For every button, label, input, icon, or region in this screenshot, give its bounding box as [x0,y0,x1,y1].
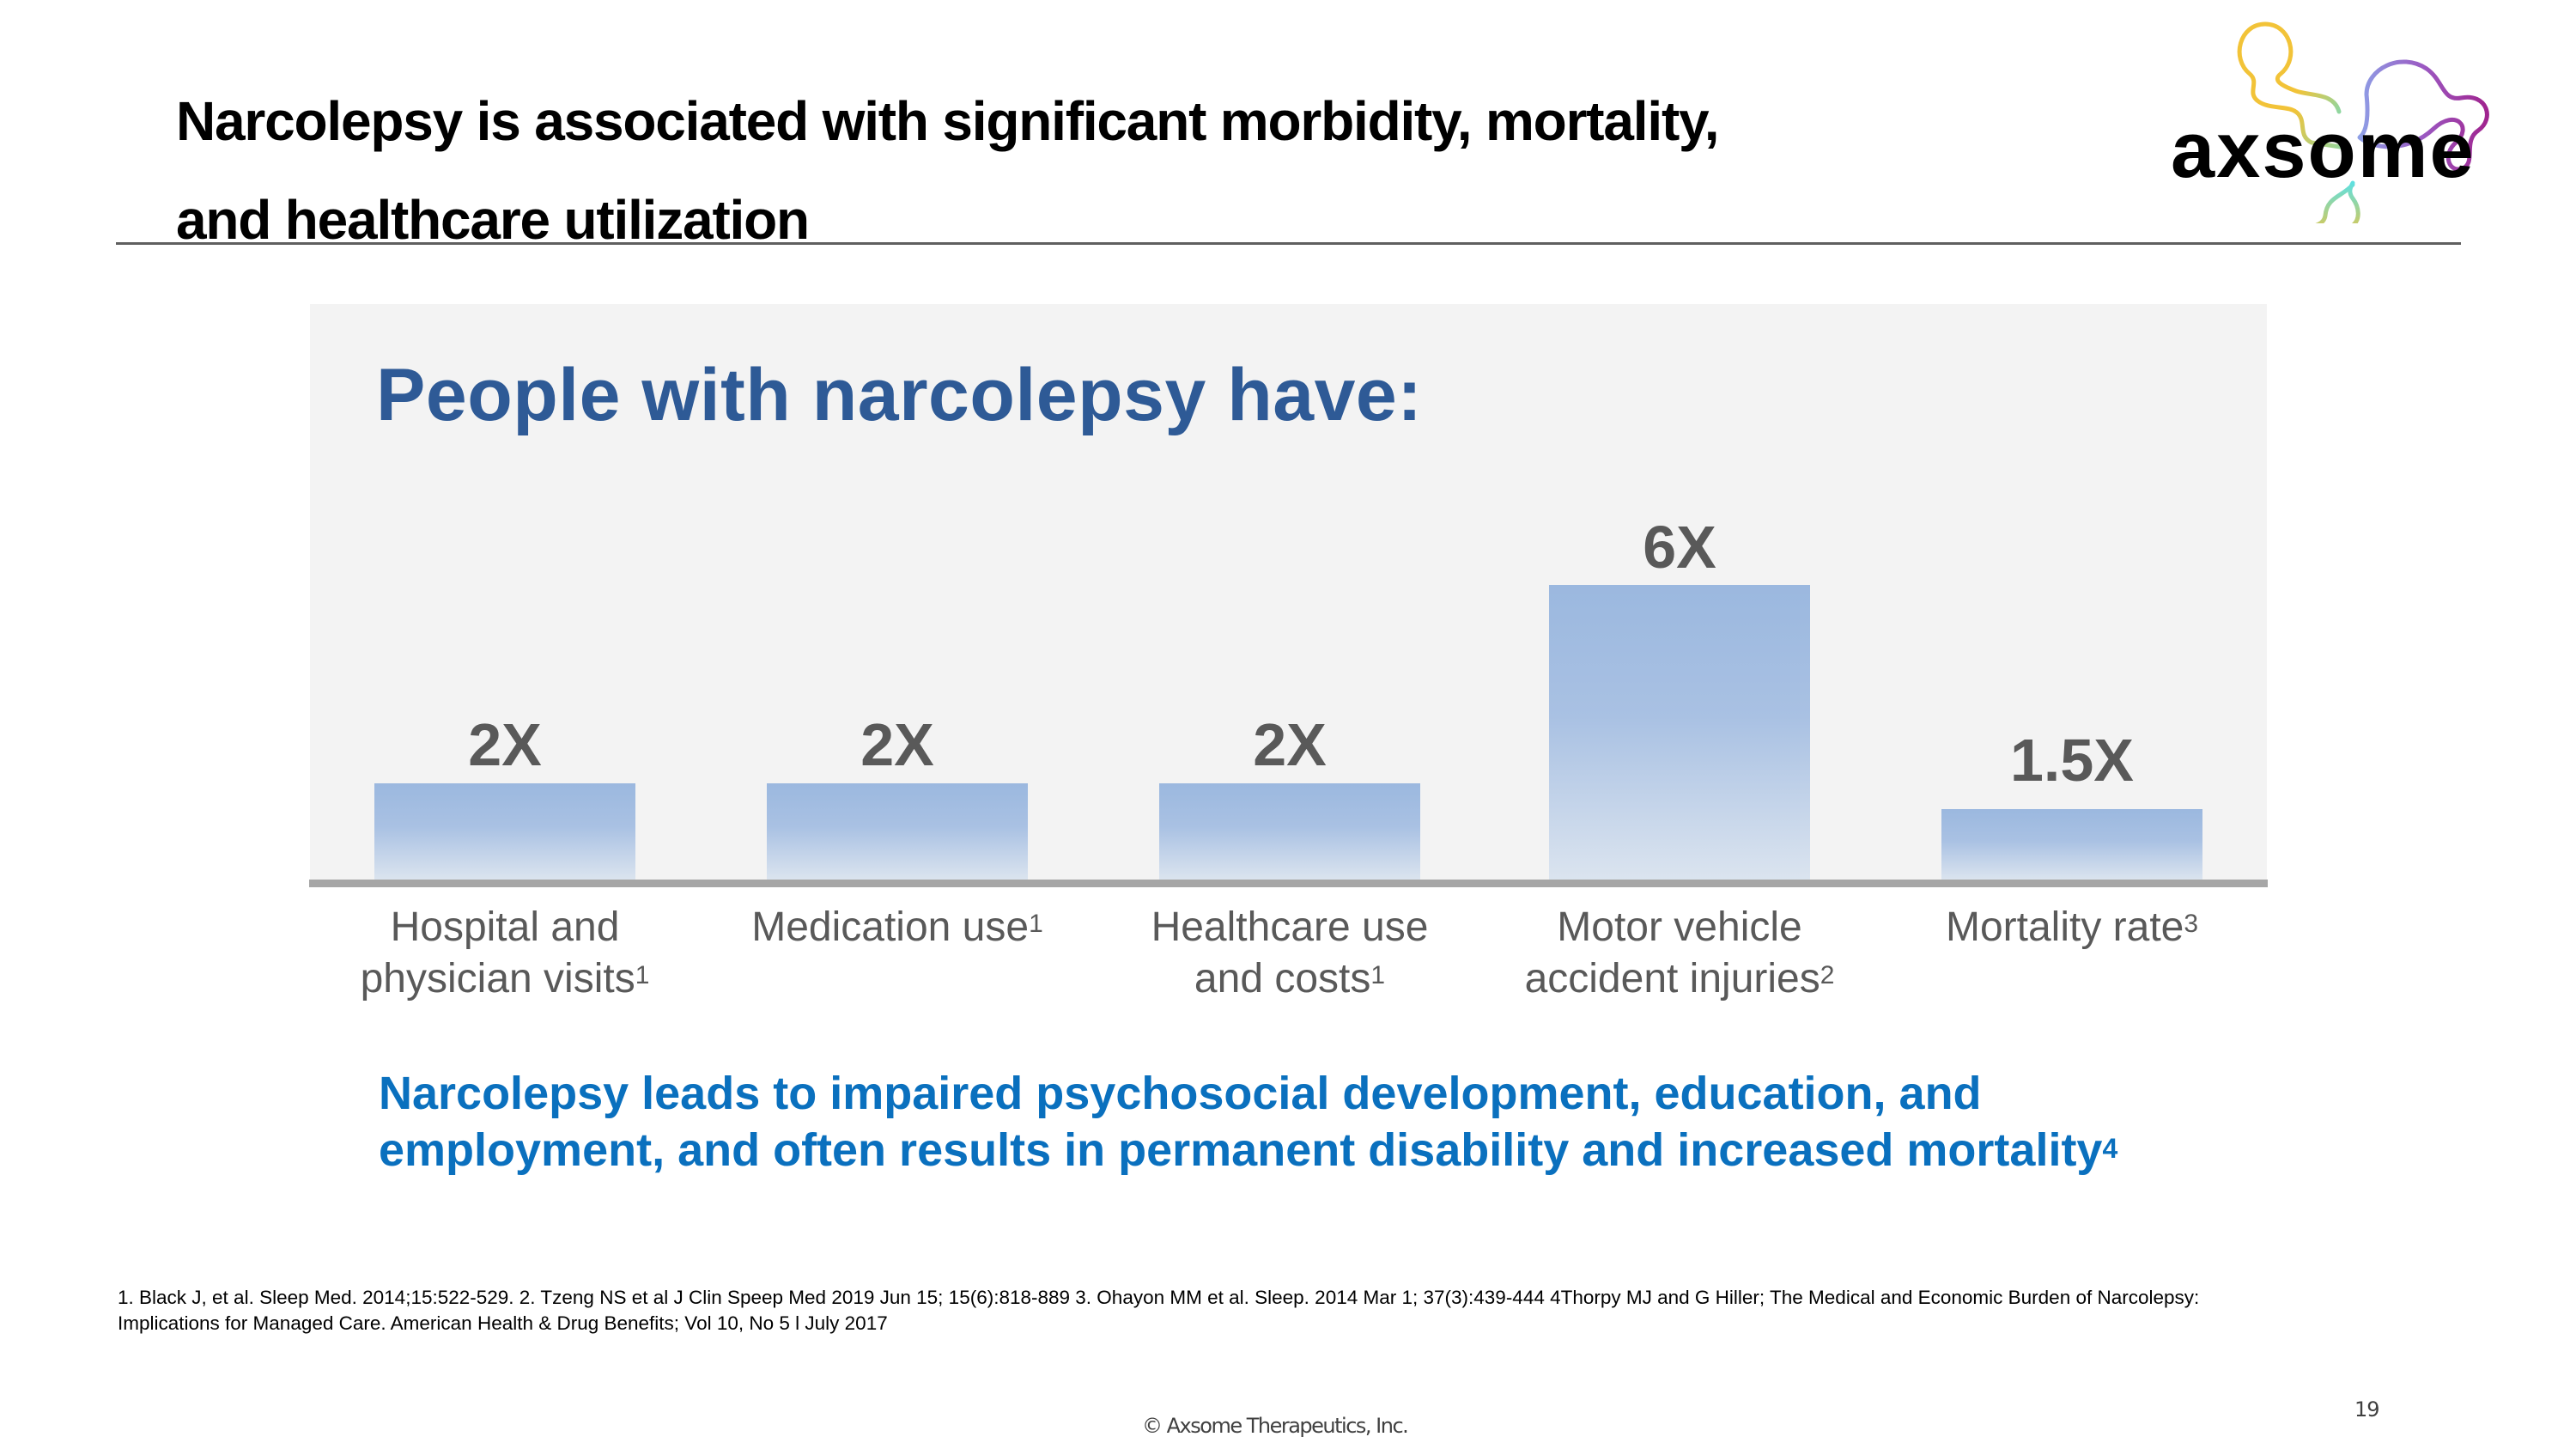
references-footnote: 1. Black J, et al. Sleep Med. 2014;15:52… [118,1285,2470,1336]
bar-label-medication-use: Medication use1 [700,902,1095,953]
page-number: 19 [2354,1397,2380,1422]
bar-value-motor-vehicle: 6X [1643,514,1716,581]
footnote-ref: 1 [1370,961,1386,989]
footnote-ref: 1 [635,961,650,989]
chart-baseline-axis [309,880,2268,887]
bar-label-line: physician visits [360,956,635,1002]
bar-value-hospital-visits: 2X [468,711,542,778]
summary-statement: Narcolepsy leads to impaired psychosocia… [379,1065,2354,1178]
summary-line-2: employment, and often results in permane… [379,1122,2354,1178]
axsome-logo-icon: axsome [2171,21,2489,243]
footnote-line-1: 1. Black J, et al. Sleep Med. 2014;15:52… [118,1287,2200,1308]
bar-label-line: accident injuries [1524,956,1820,1002]
bar-hospital-visits [374,783,635,880]
bar-label-line: Healthcare use [1151,904,1429,950]
bar-label-healthcare-use: Healthcare use and costs1 [1092,902,1487,1005]
footnote-ref: 1 [1029,910,1043,938]
bar-label-line: Hospital and [390,904,620,950]
bar-label-line: Medication use [751,904,1030,950]
footnote-ref: 3 [2184,910,2199,938]
bar-healthcare-use [1159,783,1420,880]
logo-wordmark: axsome [2171,107,2476,194]
bar-value-medication-use: 2X [860,711,934,778]
bar-label-line: Motor vehicle [1557,904,1802,950]
bar-label-motor-vehicle: Motor vehicle accident injuries2 [1482,902,1877,1005]
bar-motor-vehicle [1549,585,1810,880]
bar-label-line: and costs [1194,956,1371,1002]
bar-medication-use [767,783,1028,880]
bar-label-line: Mortality rate [1945,904,2184,950]
bar-mortality-rate [1941,809,2202,880]
slide-title-line-2: and healthcare utilization [176,189,810,251]
footnote-line-2: Implications for Managed Care. American … [118,1312,888,1334]
summary-line-2-text: employment, and often results in permane… [379,1124,2103,1176]
bar-label-hospital-visits: Hospital and physician visits1 [307,902,702,1005]
slide-title: Narcolepsy is associated with significan… [176,72,2151,270]
panel-title: People with narcolepsy have: [376,354,1423,436]
slide-title-line-1: Narcolepsy is associated with significan… [176,90,1719,152]
summary-line-1: Narcolepsy leads to impaired psychosocia… [379,1068,1982,1119]
title-divider [116,242,2461,245]
axsome-logo: axsome [2164,17,2524,243]
copyright-notice: © Axsome Therapeutics, Inc. [1142,1414,1409,1438]
footnote-ref: 2 [1820,961,1835,989]
footnote-ref: 4 [2102,1133,2118,1164]
bar-value-healthcare-use: 2X [1253,711,1327,778]
bar-value-mortality-rate: 1.5X [2010,727,2134,794]
bar-label-mortality-rate: Mortality rate3 [1874,902,2269,953]
